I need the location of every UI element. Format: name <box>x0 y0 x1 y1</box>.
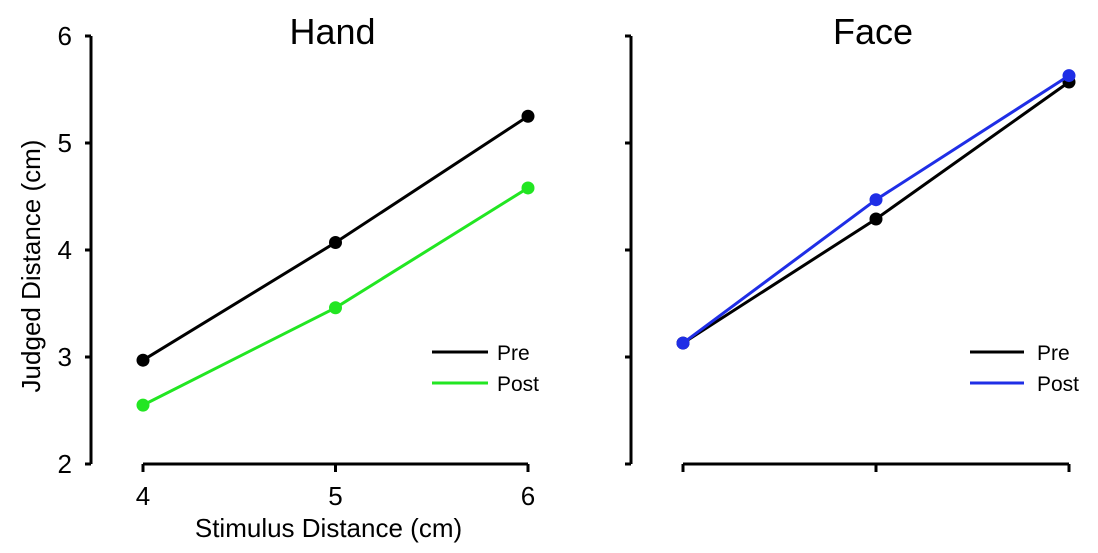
panel-1-x-tick-label: 6 <box>521 481 535 511</box>
panel-1-y-tick-label: 2 <box>58 449 72 479</box>
panel-1-y-tick-label: 6 <box>58 21 72 51</box>
panel-1-series-2-point <box>521 181 535 195</box>
panel-2-series-1-point <box>869 212 883 226</box>
panel-1-y-tick-label: 5 <box>58 128 72 158</box>
panel-2-series-2-point <box>676 336 690 350</box>
panel-2-legend-label: Pre <box>1037 342 1070 365</box>
panel-1-series-2-point <box>136 398 150 412</box>
panel-1-x-tick-label: 5 <box>328 481 342 511</box>
panel-1-y-tick-label: 3 <box>58 342 72 372</box>
panel-2-series-2-line <box>682 74 1070 345</box>
panel-1-x-axis-label: Stimulus Distance (cm) <box>195 513 462 543</box>
panel-1-y-axis-label: Judged Distance (cm) <box>16 140 46 393</box>
panel-2-legend-label: Post <box>1037 373 1079 396</box>
panel-2-title: Face <box>833 11 913 52</box>
panel-1-series-1-point <box>521 109 535 123</box>
panel-2-series-2-point <box>869 193 883 207</box>
panel-2-series-2-point <box>1062 69 1076 83</box>
panel-1-series-1-point <box>329 236 342 250</box>
panel-1-x-tick-label: 4 <box>136 481 150 511</box>
panel-1-legend-label: Post <box>497 373 539 396</box>
panel-1-legend-label: Pre <box>497 342 530 365</box>
panel-1-series-2-point <box>329 301 342 315</box>
panel-1-title: Hand <box>289 11 375 52</box>
panel-1-y-tick-label: 4 <box>58 235 72 265</box>
panel-1-series-2-line <box>142 186 529 407</box>
panel-1-series-1-point <box>136 353 150 367</box>
